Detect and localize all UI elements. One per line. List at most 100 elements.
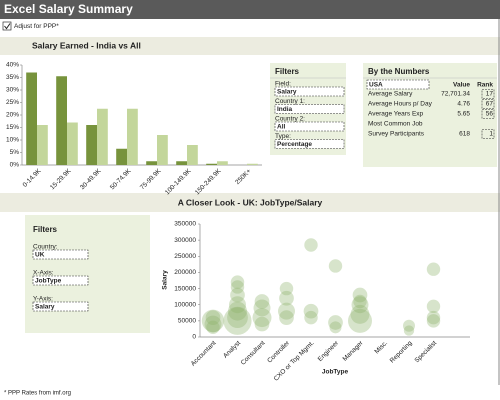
bubble xyxy=(329,321,342,334)
bar xyxy=(116,148,127,165)
field-select[interactable] xyxy=(274,121,345,132)
bar xyxy=(97,108,108,165)
y-tick-label: 5% xyxy=(10,149,20,156)
field-select[interactable] xyxy=(274,86,345,97)
x-tick-label: 100-149.9K xyxy=(164,167,193,196)
y-tick-label: 20% xyxy=(6,112,19,119)
x-tick-label: 50-74.9K xyxy=(109,167,133,191)
x-tick-label: 75-99.9K xyxy=(139,167,163,191)
y-tick-label: 0 xyxy=(192,334,196,341)
bubble xyxy=(229,296,246,314)
bubble xyxy=(426,299,441,314)
stat-label: Average Years Exp xyxy=(368,111,424,118)
bubble xyxy=(230,280,245,294)
bubble xyxy=(223,306,252,335)
rank-box xyxy=(481,99,495,109)
bubble xyxy=(403,319,415,332)
y-tick-label: 350000 xyxy=(174,221,196,228)
rank-box xyxy=(481,89,495,99)
x-tick-label: Consultant xyxy=(240,340,267,367)
field-value[interactable]: Percentage xyxy=(277,141,312,148)
x-tick-label: Reporting xyxy=(389,339,414,364)
section-band xyxy=(0,193,500,212)
rank-box xyxy=(481,129,495,139)
bar xyxy=(176,161,187,165)
panel-title: By the Numbers xyxy=(368,67,430,76)
bar xyxy=(157,135,168,165)
bubble xyxy=(254,316,270,332)
x-tick-label: 0-14.9K xyxy=(22,167,44,189)
bubble xyxy=(350,304,370,324)
bubble xyxy=(304,238,318,252)
stat-label: Survey Participants xyxy=(368,131,425,138)
bubble xyxy=(426,310,441,325)
stat-rank: 67 xyxy=(486,101,494,108)
axis-title: JobType xyxy=(322,369,349,376)
x-tick-label: 250K+ xyxy=(234,168,253,187)
bubble xyxy=(328,315,343,330)
bubble xyxy=(351,296,369,314)
field-value[interactable]: UK xyxy=(35,252,45,259)
bar xyxy=(56,76,67,165)
field-value[interactable]: All xyxy=(277,124,286,131)
bar xyxy=(206,163,217,165)
field-value[interactable]: Salary xyxy=(277,89,297,96)
stat-label: Average Hours p/ Day xyxy=(368,101,433,108)
bubble xyxy=(304,310,318,325)
bubble xyxy=(279,310,294,325)
stat-rank: 56 xyxy=(486,111,494,118)
bar xyxy=(37,125,48,165)
x-tick-label: Analyst xyxy=(222,340,242,360)
field-value[interactable]: Salary xyxy=(35,304,55,311)
x-tick-label: Specialist xyxy=(414,340,439,365)
y-tick-label: 15% xyxy=(6,124,19,131)
y-tick-label: 30% xyxy=(6,87,19,94)
field-label: Field: xyxy=(275,81,291,88)
field-value[interactable]: JobType xyxy=(35,278,62,285)
field-select[interactable] xyxy=(32,301,89,312)
x-tick-label: Misc. xyxy=(373,340,389,356)
y-tick-label: 0% xyxy=(10,162,20,169)
section-title: Salary Earned - India vs All xyxy=(32,40,141,50)
bubble xyxy=(230,275,245,289)
filters-panel xyxy=(25,215,150,333)
y-tick-label: 35% xyxy=(6,74,19,81)
field-label: Country 2: xyxy=(275,116,305,123)
checkbox-label[interactable]: Adjust for PPP* xyxy=(14,23,59,30)
x-tick-label: Controller xyxy=(266,339,291,364)
section-title: A Closer Look - UK: JobType/Salary xyxy=(178,197,323,207)
bubble xyxy=(206,320,220,335)
field-select[interactable] xyxy=(274,139,345,149)
field-label: X-Axis: xyxy=(33,270,54,277)
section-band xyxy=(0,37,500,55)
bar xyxy=(187,145,198,165)
bubble xyxy=(228,301,247,321)
field-select[interactable] xyxy=(32,249,89,260)
bubble xyxy=(253,299,271,317)
bubble xyxy=(403,325,415,336)
field-label: Country: xyxy=(33,244,58,251)
y-tick-label: 25% xyxy=(6,99,19,106)
country-select[interactable] xyxy=(366,79,430,90)
x-tick-label: 150-249.9K xyxy=(194,167,223,196)
bubble xyxy=(426,314,441,328)
field-select[interactable] xyxy=(32,275,89,286)
bubble xyxy=(205,310,221,325)
bubble xyxy=(254,294,270,309)
x-tick-label: Accountant xyxy=(190,340,218,368)
stat-label: Average Salary xyxy=(368,91,413,98)
bubble xyxy=(279,281,294,296)
bar xyxy=(217,161,228,165)
checkbox[interactable] xyxy=(2,21,12,31)
stat-value: 5.65 xyxy=(457,111,470,118)
y-tick-label: 10% xyxy=(6,137,19,144)
y-tick-label: 100000 xyxy=(174,301,196,308)
country-value[interactable]: USA xyxy=(369,82,383,89)
field-select[interactable] xyxy=(274,104,345,114)
panel-title: Filters xyxy=(275,67,300,76)
field-value[interactable]: India xyxy=(277,106,293,113)
column-header: Value xyxy=(453,82,470,89)
stat-rank: 1 xyxy=(489,131,493,138)
bar xyxy=(86,125,97,165)
footnote: * PPP Rates from imf.org xyxy=(4,391,71,397)
